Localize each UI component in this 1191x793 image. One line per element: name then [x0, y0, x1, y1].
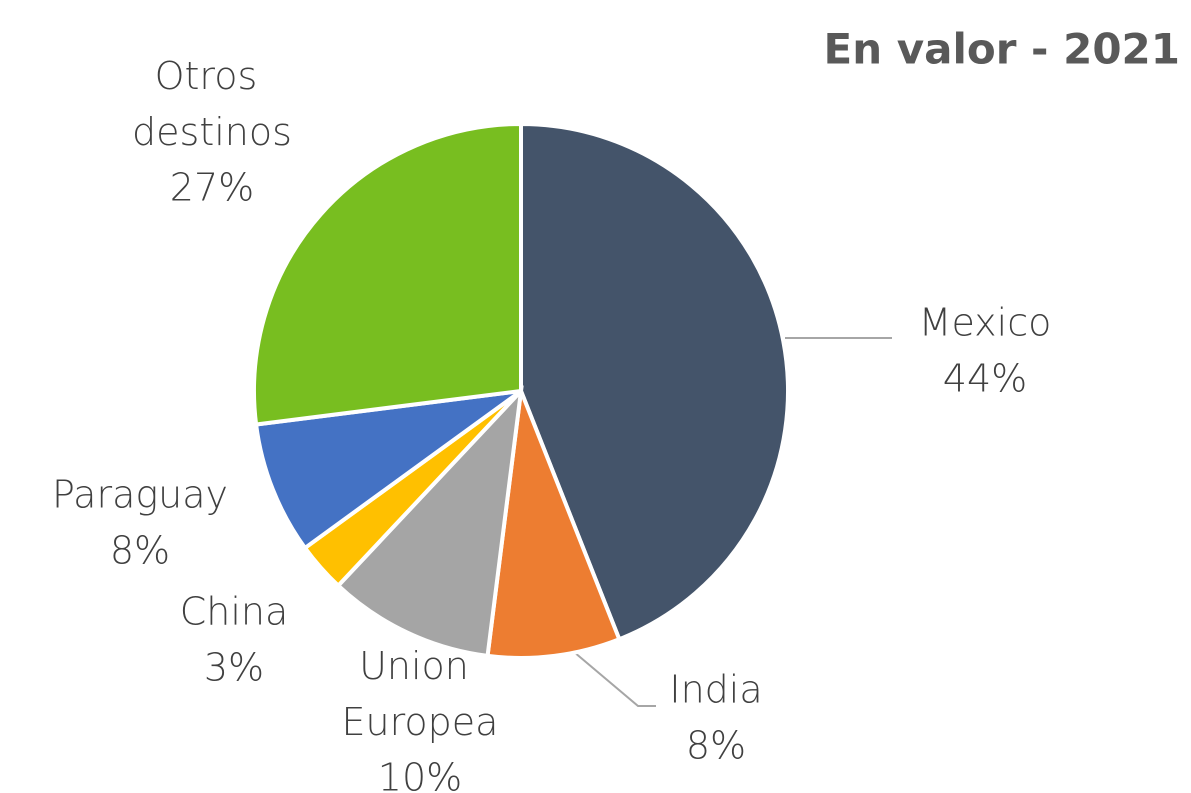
value-label: 3%: [204, 646, 264, 690]
value-label: 44%: [943, 357, 1027, 401]
slice-label: Otros destinos: [132, 54, 292, 154]
slice-label: India: [669, 668, 762, 712]
pie-slice: [253, 389, 523, 551]
chart-title: En valor - 2021: [824, 25, 1180, 74]
slice-label: Mexico: [919, 301, 1052, 345]
slice-label: Union Europea: [342, 644, 499, 744]
slice-label: Paraguay: [52, 473, 228, 517]
pie-slice: [485, 390, 622, 660]
value-label: 8%: [110, 529, 170, 573]
value-label: 8%: [686, 724, 746, 768]
value-label: 10%: [378, 756, 462, 793]
leader-line: [573, 651, 656, 707]
slice-label: China: [180, 590, 289, 634]
pie-slice: [335, 385, 524, 659]
value-label: 27%: [170, 166, 254, 210]
pie-slice: [519, 121, 790, 642]
pie-slice: [252, 121, 523, 427]
